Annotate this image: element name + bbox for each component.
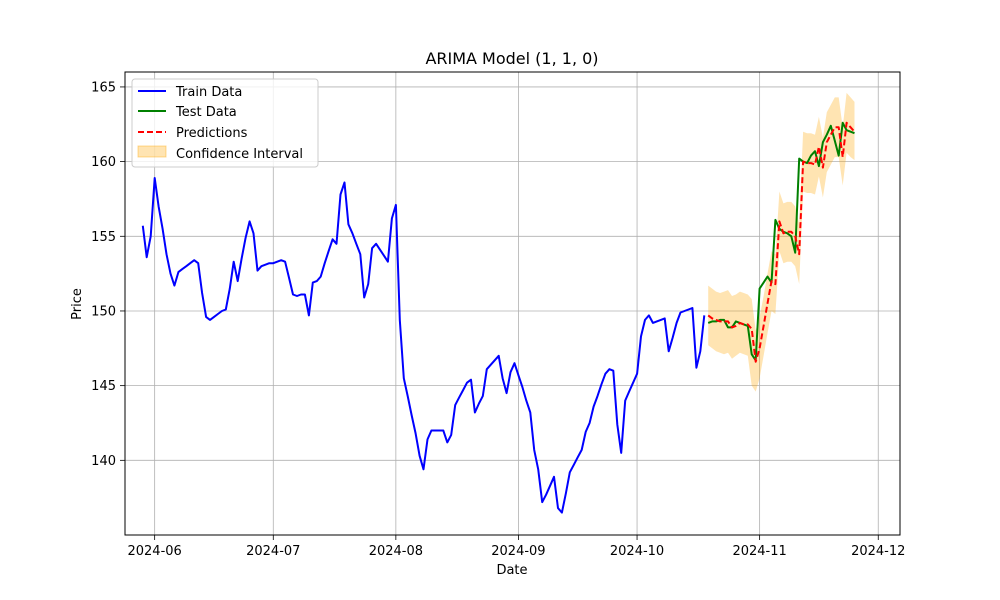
legend-label-predictions: Predictions xyxy=(176,126,248,141)
grid xyxy=(125,72,900,535)
y-tick-label: 140 xyxy=(91,454,116,469)
y-tick-label: 150 xyxy=(91,304,116,319)
x-tick-label: 2024-08 xyxy=(369,544,423,559)
legend-swatch-confidence-interval xyxy=(137,145,167,158)
plot-frame xyxy=(124,71,901,536)
predictions-line xyxy=(707,121,856,363)
legend: Train Data Test Data Predictions Confide… xyxy=(131,78,319,168)
x-tick-label: 2024-09 xyxy=(491,544,545,559)
legend-label-test: Test Data xyxy=(175,105,237,120)
series-lines-layer xyxy=(141,121,856,514)
x-tick-label: 2024-12 xyxy=(851,544,905,559)
train-data-line xyxy=(141,177,706,514)
legend-box xyxy=(131,78,319,168)
x-tick-label: 2024-11 xyxy=(732,544,786,559)
x-tick-label: 2024-10 xyxy=(610,544,664,559)
x-tick-label: 2024-07 xyxy=(246,544,300,559)
y-tick-label: 145 xyxy=(91,379,116,394)
x-axis-label: Date xyxy=(496,563,527,578)
x-axis-ticks: 2024-06 2024-07 2024-08 2024-09 2024-10 2024-… xyxy=(127,535,905,559)
confidence-interval-band xyxy=(708,92,855,392)
y-tick-label: 155 xyxy=(91,230,116,245)
confidence-interval-layer xyxy=(708,92,855,392)
y-tick-label: 165 xyxy=(91,80,116,95)
y-tick-label: 160 xyxy=(91,155,116,170)
legend-label-train: Train Data xyxy=(175,85,242,100)
x-tick-label: 2024-06 xyxy=(127,544,181,559)
chart-title: ARIMA Model (1, 1, 0) xyxy=(425,49,598,68)
y-axis-label: Price xyxy=(70,288,85,320)
legend-label-confidence-interval: Confidence Interval xyxy=(176,147,303,162)
y-axis-ticks: 140 145 150 155 160 165 xyxy=(91,80,125,469)
